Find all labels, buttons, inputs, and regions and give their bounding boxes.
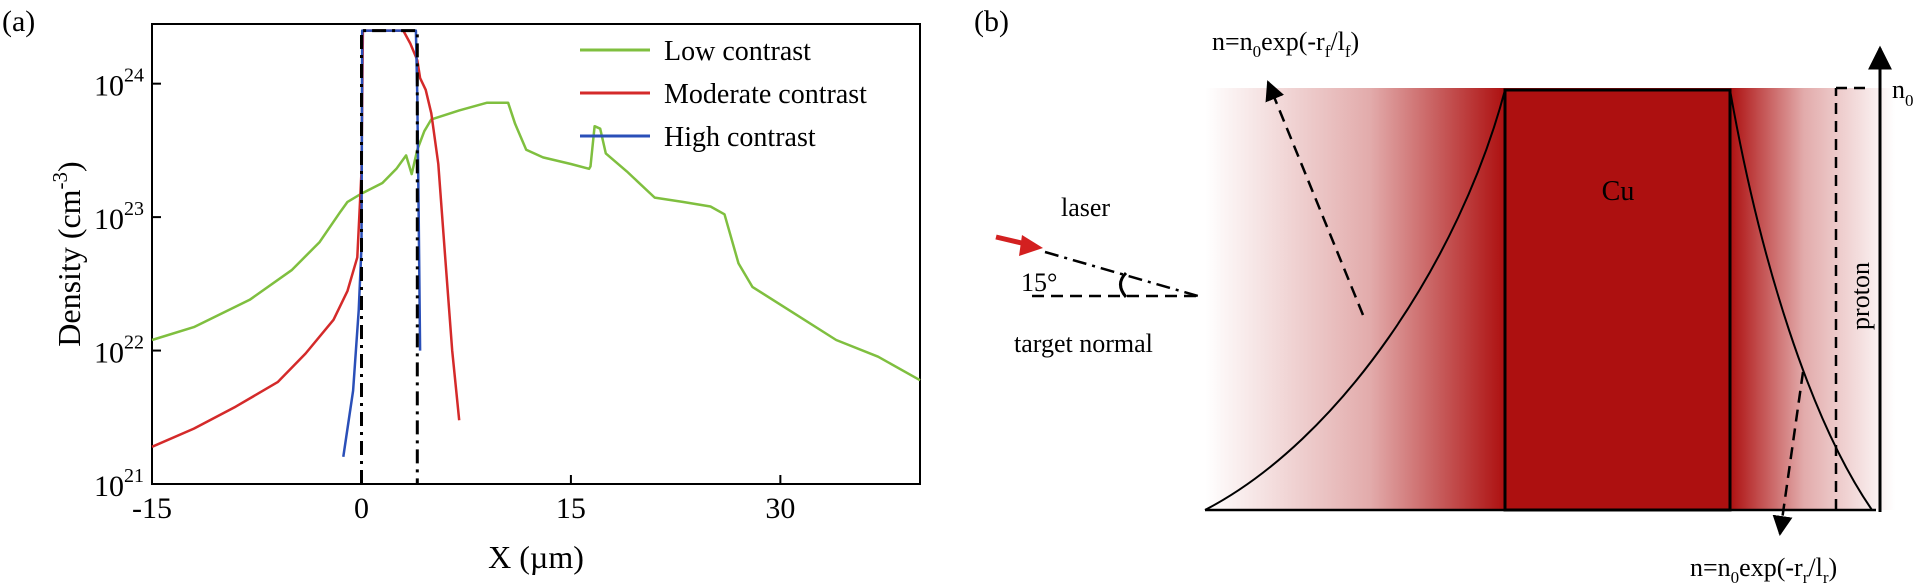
panel-label-a: (a) — [2, 5, 35, 38]
rear-formula-sub1: r — [1803, 568, 1809, 587]
rear-formula-mid: exp(-r — [1739, 553, 1803, 582]
cu-target-body — [1505, 88, 1730, 510]
x-tick-label: 30 — [765, 492, 795, 525]
x-axis-label: X (µm) — [488, 539, 584, 575]
legend-label-low: Low contrast — [664, 36, 811, 67]
rear-arrow — [1772, 371, 1805, 536]
rear-formula: n=n0exp(-rr/lr) — [1690, 553, 1837, 587]
rear-formula-close: ) — [1828, 553, 1837, 582]
n0-label-sub: 0 — [1905, 91, 1914, 110]
target-normal-label: target normal — [1014, 329, 1153, 358]
density-chart: -15 0 15 30 1021 1022 1023 1024 Low contrast Mo… — [48, 23, 921, 575]
front-formula-sub0: 0 — [1253, 42, 1262, 61]
series-line-high — [342, 29, 422, 457]
legend-label-high: High contrast — [664, 122, 816, 153]
front-density-curve — [1204, 89, 1506, 511]
n0-label: n0 — [1892, 75, 1914, 110]
y-tick-label: 1021 — [94, 465, 144, 503]
front-formula-close: ) — [1350, 27, 1359, 56]
front-arrow — [1265, 80, 1365, 316]
legend-label-moderate: Moderate contrast — [664, 79, 867, 110]
series-group — [151, 29, 921, 484]
front-formula-mid: exp(-r — [1261, 27, 1325, 56]
y-axis-label-main: Density (cm — [51, 189, 87, 346]
rear-formula-sub0: 0 — [1731, 568, 1740, 587]
proton-label: proton — [1846, 262, 1875, 330]
laser-direction-line — [1044, 250, 1199, 298]
y-axis-label-exp: -3 — [48, 172, 72, 190]
panel-label-b: (b) — [974, 5, 1009, 38]
cu-label: Cu — [1602, 176, 1635, 207]
front-formula-sub1: f — [1325, 42, 1331, 61]
x-tick-label: 15 — [556, 492, 586, 525]
front-formula-slash: /l — [1330, 27, 1344, 56]
rear-plasma-gradient — [1730, 88, 1895, 510]
axis-ticks: -15 0 15 30 1021 1022 1023 1024 — [94, 65, 795, 525]
y-tick-label: 1024 — [94, 65, 144, 103]
angle-label: 15° — [1021, 268, 1057, 297]
angle-arc — [1119, 271, 1128, 298]
legend: Low contrast Moderate contrast High cont… — [580, 36, 867, 153]
laser-label: laser — [1061, 193, 1110, 222]
series-line-target — [360, 29, 419, 484]
y-tick-label: 1022 — [94, 332, 144, 370]
plot-frame — [151, 23, 921, 485]
rear-formula-prefix: n=n — [1690, 553, 1731, 582]
rear-formula-sub2: r — [1823, 568, 1829, 587]
rear-density-curve — [1729, 89, 1873, 511]
front-preplasma-gradient — [1205, 88, 1505, 510]
target-diagram: n0 proton n=n0exp(-rf/lf) n=n0exp(-rr/lr… — [995, 27, 1914, 587]
x-tick-label: -15 — [132, 492, 172, 525]
series-line-low — [151, 101, 921, 382]
rear-formula-slash: /l — [1808, 553, 1822, 582]
cu-target-outline — [1503, 88, 1732, 512]
y-axis-label-close: ) — [51, 161, 87, 172]
y-tick-label: 1023 — [94, 198, 144, 236]
series-line-moderate — [151, 29, 461, 448]
y-axis-label: Density (cm-3) — [48, 161, 87, 346]
laser-arrow-head — [1019, 235, 1043, 256]
front-formula-sub2: f — [1345, 42, 1351, 61]
n0-label-main: n — [1892, 75, 1905, 104]
x-tick-label: 0 — [354, 492, 369, 525]
front-formula: n=n0exp(-rf/lf) — [1212, 27, 1359, 61]
front-formula-prefix: n=n — [1212, 27, 1253, 56]
